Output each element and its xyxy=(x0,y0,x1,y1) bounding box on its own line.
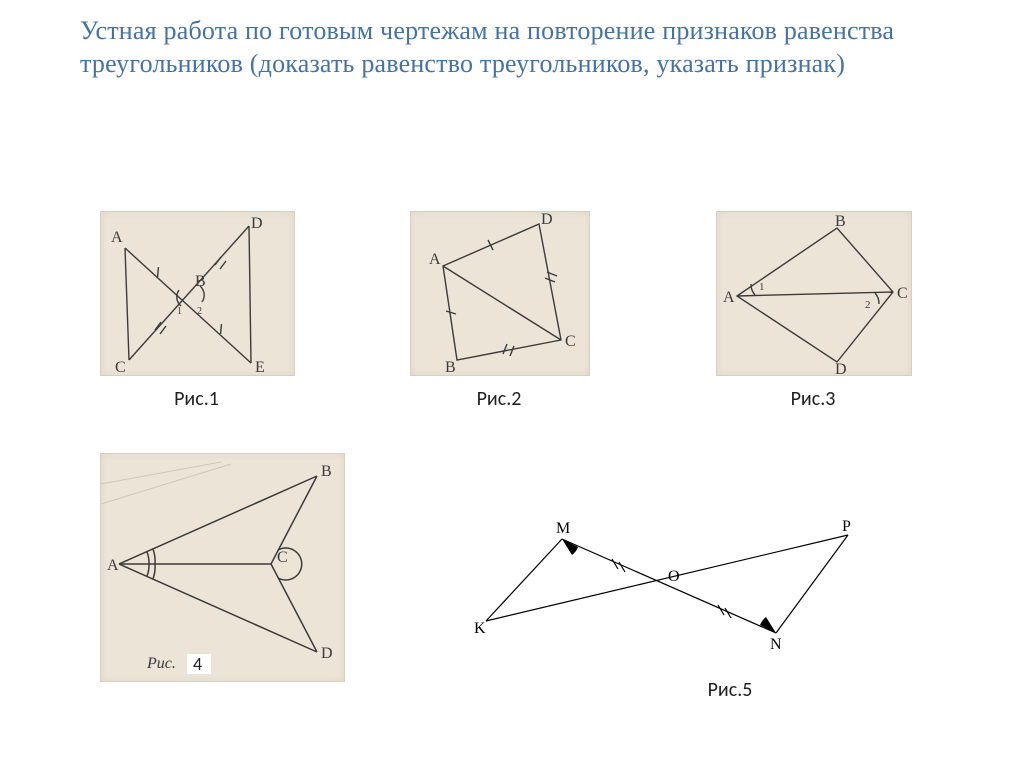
figure-5-svg: M K O P N xyxy=(470,511,870,671)
svg-text:D: D xyxy=(251,215,263,232)
figure-4-svg: A B C D Рис. 4 xyxy=(100,453,345,682)
svg-text:A: A xyxy=(723,289,735,306)
figure-3-svg: A B C D 1 2 xyxy=(716,211,912,376)
svg-text:A: A xyxy=(107,557,119,574)
svg-text:C: C xyxy=(565,333,576,350)
svg-text:K: K xyxy=(474,620,486,637)
svg-text:D: D xyxy=(321,645,333,662)
figure-3-caption: Рис.3 xyxy=(716,387,910,411)
figure-1-svg: A C D E B 1 2 xyxy=(100,211,295,376)
svg-text:M: M xyxy=(556,520,570,537)
svg-text:N: N xyxy=(770,636,782,653)
figure-5: M K O P N Рис.5 xyxy=(470,511,930,702)
figure-3: A B C D 1 2 Рис.3 xyxy=(716,211,912,411)
figure-1: A C D E B 1 2 Рис.1 xyxy=(100,211,295,411)
svg-text:B: B xyxy=(445,359,456,376)
figure-5-caption: Рис.5 xyxy=(470,678,930,702)
svg-text:C: C xyxy=(897,285,908,302)
svg-text:D: D xyxy=(835,361,847,376)
svg-text:1: 1 xyxy=(759,281,765,293)
svg-text:D: D xyxy=(541,211,553,228)
svg-text:O: O xyxy=(668,568,680,585)
svg-text:A: A xyxy=(111,229,123,246)
svg-text:1: 1 xyxy=(177,306,182,317)
svg-text:B: B xyxy=(835,213,846,230)
svg-text:B: B xyxy=(321,463,332,480)
figures-board: AC DE B 12 Рис.1 AB CD xyxy=(0,81,1024,761)
svg-text:E: E xyxy=(255,359,265,376)
figure-4-caption-prefix: Рис. xyxy=(146,655,176,672)
svg-text:C: C xyxy=(277,549,288,566)
figure-2: A B C D Рис.2 xyxy=(410,211,590,411)
svg-text:2: 2 xyxy=(197,306,202,317)
svg-text:P: P xyxy=(842,518,851,535)
figure-2-caption: Рис.2 xyxy=(410,387,588,411)
page-title: Устная работа по готовым чертежам на пов… xyxy=(0,0,1024,81)
svg-text:B: B xyxy=(195,273,206,290)
figure-1-caption: Рис.1 xyxy=(100,387,293,411)
figure-4: A B C D Рис. 4 xyxy=(100,453,345,687)
figure-4-caption-number: 4 xyxy=(193,653,202,675)
svg-text:C: C xyxy=(115,359,126,376)
figure-2-svg: A B C D xyxy=(410,211,590,376)
svg-text:2: 2 xyxy=(865,299,871,311)
svg-text:A: A xyxy=(429,251,441,268)
